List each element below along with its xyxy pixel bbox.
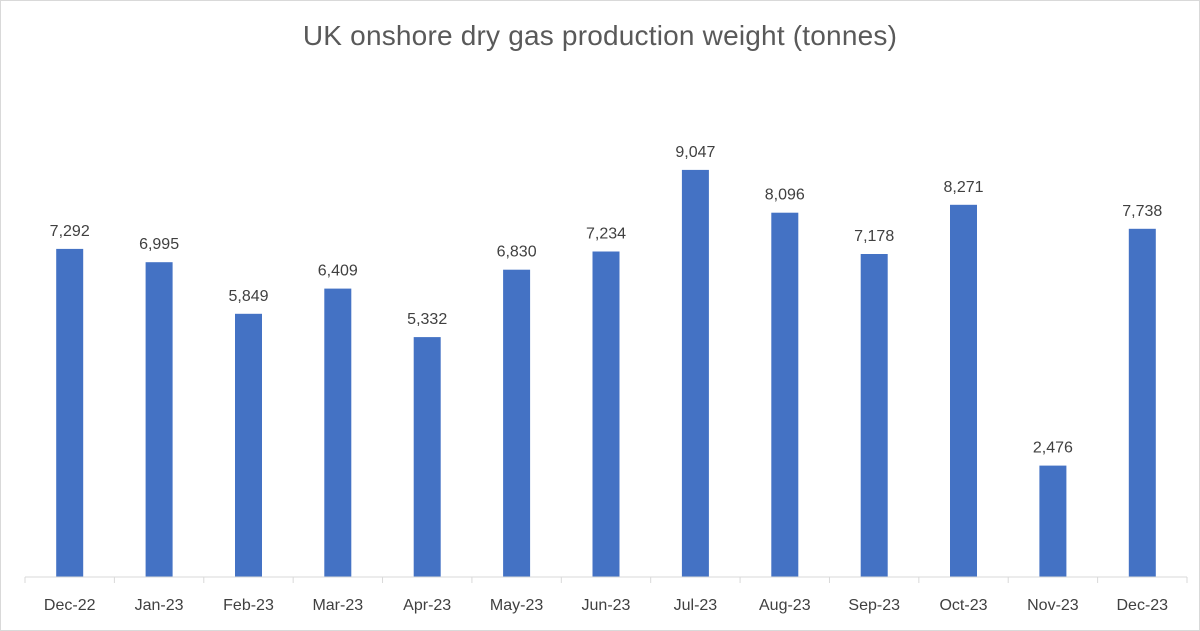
bars-layer [56,169,1156,578]
data-label-dec-23: 7,738 [1122,203,1162,220]
x-tick-label-mar-23: Mar-23 [312,597,363,614]
bar-jun-23 [592,251,620,577]
x-tick-label-dec-22: Dec-22 [44,597,96,614]
bar-nov-23 [1039,465,1067,577]
x-tick-label-feb-23: Feb-23 [223,597,274,614]
x-tick-label-may-23: May-23 [490,597,543,614]
data-label-jun-23: 7,234 [586,226,626,243]
bar-oct-23 [950,204,977,578]
x-tick-label-oct-23: Oct-23 [939,597,987,614]
data-label-aug-23: 8,096 [765,187,805,204]
bar-jul-23 [681,169,709,577]
x-tick-label-jan-23: Jan-23 [135,597,184,614]
bar-may-23 [503,269,531,577]
bar-aug-23 [771,212,799,577]
x-tick-label-apr-23: Apr-23 [403,597,451,614]
bar-dec-22 [56,248,84,577]
data-label-may-23: 6,830 [497,244,537,261]
data-label-feb-23: 5,849 [228,288,268,305]
data-label-jan-23: 6,995 [139,236,179,253]
data-label-mar-23: 6,409 [318,263,358,280]
x-tick-labels: Dec-22 Jan-23 Feb-23 Mar-23 Apr-23 May-23 Jun-… [44,597,1168,614]
data-label-apr-23: 5,332 [407,311,447,328]
x-tick-label-jun-23: Jun-23 [582,597,631,614]
x-tick-label-nov-23: Nov-23 [1027,597,1079,614]
x-tick-label-aug-23: Aug-23 [759,597,811,614]
bar-jan-23 [145,262,173,577]
data-label-jul-23: 9,047 [675,144,715,161]
bar-feb-23 [235,313,262,577]
data-label-sep-23: 7,178 [854,228,894,245]
bar-apr-23 [413,337,441,577]
data-label-oct-23: 8,271 [943,179,983,196]
data-label-dec-22: 7,292 [50,223,90,240]
x-tick-label-sep-23: Sep-23 [848,597,900,614]
x-tick-label-dec-23: Dec-23 [1117,597,1169,614]
data-labels-layer: 7,292 6,995 5,849 6,409 5,332 6,830 7,234 9,047… [50,144,1163,457]
x-tick-label-jul-23: Jul-23 [674,597,718,614]
bar-dec-23 [1128,228,1156,578]
data-label-nov-23: 2,476 [1033,440,1073,457]
x-axis [24,576,1188,583]
bar-mar-23 [324,288,352,577]
chart-title: UK onshore dry gas production weight (to… [302,20,898,51]
bar-sep-23 [860,254,888,577]
